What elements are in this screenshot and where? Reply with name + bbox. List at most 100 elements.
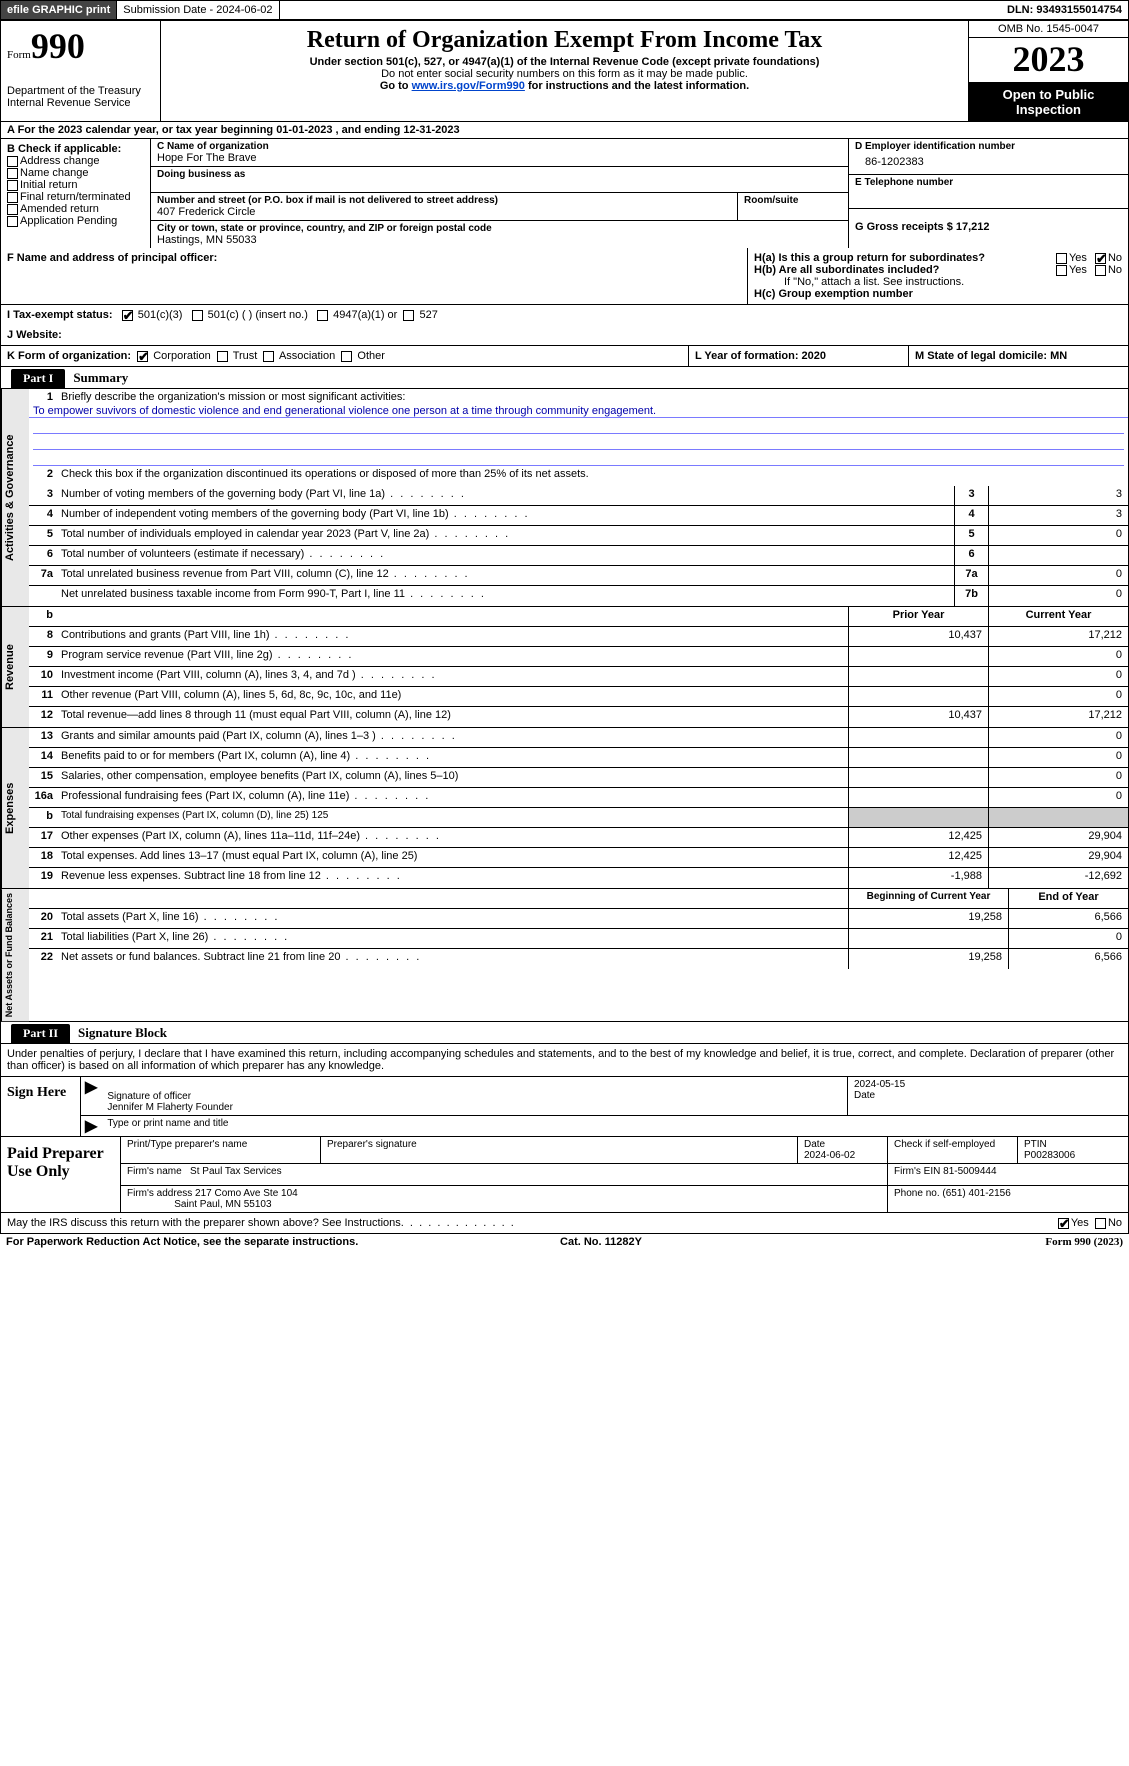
- ha-yes-cb[interactable]: [1056, 253, 1067, 264]
- vlabel-revenue: Revenue: [1, 607, 29, 727]
- cb-corp[interactable]: [137, 351, 148, 362]
- line22-end: 6,566: [1008, 949, 1128, 969]
- tax-year: 2023: [969, 38, 1128, 83]
- discuss-yes-cb[interactable]: [1058, 1218, 1069, 1229]
- cb-assoc[interactable]: [263, 351, 274, 362]
- room-label: Room/suite: [744, 195, 842, 206]
- cb-final-return[interactable]: [7, 192, 18, 203]
- line21-beg: [848, 929, 1008, 948]
- cb-app-pending[interactable]: [7, 216, 18, 227]
- discuss-no-cb[interactable]: [1095, 1218, 1106, 1229]
- hb-yes-cb[interactable]: [1056, 265, 1067, 276]
- ssn-note: Do not enter social security numbers on …: [167, 68, 962, 80]
- efile-label: efile GRAPHIC print: [1, 1, 117, 19]
- line18-label: Total expenses. Add lines 13–17 (must eq…: [61, 850, 417, 862]
- vlabel-net-assets: Net Assets or Fund Balances: [1, 889, 29, 1021]
- dln-label: DLN: 93493155014754: [1001, 2, 1128, 18]
- part-2-tag: Part II: [11, 1024, 70, 1043]
- prep-sig-label: Preparer's signature: [321, 1137, 798, 1163]
- cb-address-change[interactable]: [7, 156, 18, 167]
- line3-label: Number of voting members of the governin…: [61, 488, 385, 500]
- line10-label: Investment income (Part VIII, column (A)…: [61, 669, 356, 681]
- current-year-hdr: Current Year: [988, 607, 1128, 626]
- line1-label: Briefly describe the organization's miss…: [57, 389, 1128, 405]
- self-employed-label: Check if self-employed: [894, 1139, 995, 1150]
- ha-no-cb[interactable]: [1095, 253, 1106, 264]
- goto-post: for instructions and the latest informat…: [525, 80, 749, 92]
- part-1-header: Part I Summary: [0, 367, 1129, 389]
- form-990-number: 990: [31, 26, 85, 66]
- prior-year-hdr: Prior Year: [848, 607, 988, 626]
- line9-curr: 0: [988, 647, 1128, 666]
- line15-curr: 0: [988, 768, 1128, 787]
- form-header: Form990 Department of the Treasury Inter…: [0, 20, 1129, 122]
- hb-no-cb[interactable]: [1095, 265, 1106, 276]
- line15-label: Salaries, other compensation, employee b…: [61, 770, 458, 782]
- street-label: Number and street (or P.O. box if mail i…: [157, 195, 731, 206]
- cat-no: Cat. No. 11282Y: [560, 1236, 642, 1248]
- vlabel-governance: Activities & Governance: [1, 389, 29, 606]
- line18-prior: 12,425: [848, 848, 988, 867]
- part-1-title: Summary: [73, 370, 128, 386]
- cb-4947[interactable]: [317, 310, 328, 321]
- line22-label: Net assets or fund balances. Subtract li…: [61, 951, 340, 963]
- ptin-value: P00283006: [1024, 1150, 1075, 1161]
- form-990-footer: Form 990 (2023): [1045, 1236, 1123, 1248]
- irs-link[interactable]: www.irs.gov/Form990: [412, 80, 525, 92]
- line13-label: Grants and similar amounts paid (Part IX…: [61, 730, 376, 742]
- ha-label: H(a) Is this a group return for subordin…: [754, 252, 985, 264]
- line2-label: Check this box if the organization disco…: [61, 468, 589, 480]
- line20-label: Total assets (Part X, line 16): [61, 911, 199, 923]
- line9-label: Program service revenue (Part VIII, line…: [61, 649, 273, 661]
- line12-prior: 10,437: [848, 707, 988, 727]
- city-label: City or town, state or province, country…: [157, 223, 842, 234]
- net-assets-section: Net Assets or Fund Balances Beginning of…: [0, 889, 1129, 1022]
- form-word: Form: [7, 49, 31, 61]
- cb-trust[interactable]: [217, 351, 228, 362]
- part-2-header: Part II Signature Block: [0, 1022, 1129, 1044]
- line6-val: [988, 546, 1128, 565]
- line14-label: Benefits paid to or for members (Part IX…: [61, 750, 350, 762]
- paperwork-notice: For Paperwork Reduction Act Notice, see …: [6, 1236, 358, 1248]
- line7b-label: Net unrelated business taxable income fr…: [61, 588, 405, 600]
- street-value: 407 Frederick Circle: [157, 206, 731, 218]
- cb-501c3[interactable]: [122, 310, 133, 321]
- cb-name-change[interactable]: [7, 168, 18, 179]
- line16a-curr: 0: [988, 788, 1128, 807]
- cb-other[interactable]: [341, 351, 352, 362]
- line9-prior: [848, 647, 988, 666]
- org-name: Hope For The Brave: [157, 152, 842, 164]
- line7a-val: 0: [988, 566, 1128, 585]
- line8-prior: 10,437: [848, 627, 988, 646]
- ein-value: 86-1202383: [855, 152, 1122, 172]
- irs-discuss-row: May the IRS discuss this return with the…: [0, 1213, 1129, 1234]
- form-title: Return of Organization Exempt From Incom…: [167, 27, 962, 54]
- form-subtitle: Under section 501(c), 527, or 4947(a)(1)…: [167, 56, 962, 68]
- arrow-icon: ▶: [81, 1077, 101, 1115]
- line22-beg: 19,258: [848, 949, 1008, 969]
- line13-prior: [848, 728, 988, 747]
- cb-initial-return[interactable]: [7, 180, 18, 191]
- line13-curr: 0: [988, 728, 1128, 747]
- line4-label: Number of independent voting members of …: [61, 508, 449, 520]
- sign-here-block: Sign Here ▶ Signature of officer Jennife…: [0, 1077, 1129, 1137]
- c-name-label: C Name of organization: [157, 141, 842, 152]
- line14-curr: 0: [988, 748, 1128, 767]
- line5-label: Total number of individuals employed in …: [61, 528, 429, 540]
- cb-527[interactable]: [403, 310, 414, 321]
- line8-label: Contributions and grants (Part VIII, lin…: [61, 629, 270, 641]
- cb-501c[interactable]: [192, 310, 203, 321]
- e-phone-label: E Telephone number: [855, 177, 1122, 188]
- line12-label: Total revenue—add lines 8 through 11 (mu…: [61, 709, 451, 721]
- line6-label: Total number of volunteers (estimate if …: [61, 548, 304, 560]
- firm-addr2: Saint Paul, MN 55103: [174, 1199, 271, 1210]
- cb-amended[interactable]: [7, 204, 18, 215]
- vlabel-expenses: Expenses: [1, 728, 29, 888]
- main-info-grid: B Check if applicable: Address change Na…: [0, 139, 1129, 248]
- end-year-hdr: End of Year: [1008, 889, 1128, 908]
- public-inspection: Open to Public Inspection: [969, 83, 1128, 121]
- penalty-text: Under penalties of perjury, I declare th…: [0, 1044, 1129, 1077]
- revenue-section: Revenue bPrior YearCurrent Year 8Contrib…: [0, 607, 1129, 728]
- i-tax-status-label: I Tax-exempt status:: [7, 309, 113, 321]
- line20-end: 6,566: [1008, 909, 1128, 928]
